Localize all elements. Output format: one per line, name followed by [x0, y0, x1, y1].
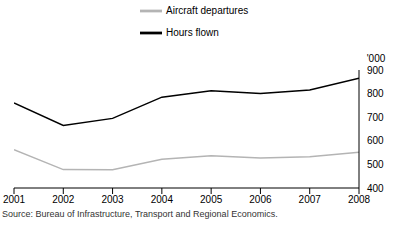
svg-text:900: 900 — [367, 65, 384, 76]
svg-text:2003: 2003 — [101, 194, 124, 205]
svg-text:2008: 2008 — [348, 194, 371, 205]
svg-text:800: 800 — [367, 88, 384, 99]
svg-text:2007: 2007 — [299, 194, 322, 205]
svg-text:700: 700 — [367, 112, 384, 123]
svg-text:2004: 2004 — [151, 194, 174, 205]
svg-text:2006: 2006 — [249, 194, 272, 205]
svg-text:600: 600 — [367, 135, 384, 146]
svg-text:2001: 2001 — [8, 194, 26, 205]
svg-text:400: 400 — [367, 183, 384, 194]
svg-text:2002: 2002 — [52, 194, 75, 205]
svg-text:2005: 2005 — [200, 194, 223, 205]
svg-text:500: 500 — [367, 159, 384, 170]
svg-text:'000: '000 — [367, 53, 386, 64]
html-text:Hours flown: Hours flown — [166, 26, 219, 38]
html-text:Aircraft departures: Aircraft departures — [166, 4, 249, 16]
html-text:Source: Bureau of Infrastructu: Source: Bureau of Infrastructure, Transp… — [2, 209, 278, 219]
